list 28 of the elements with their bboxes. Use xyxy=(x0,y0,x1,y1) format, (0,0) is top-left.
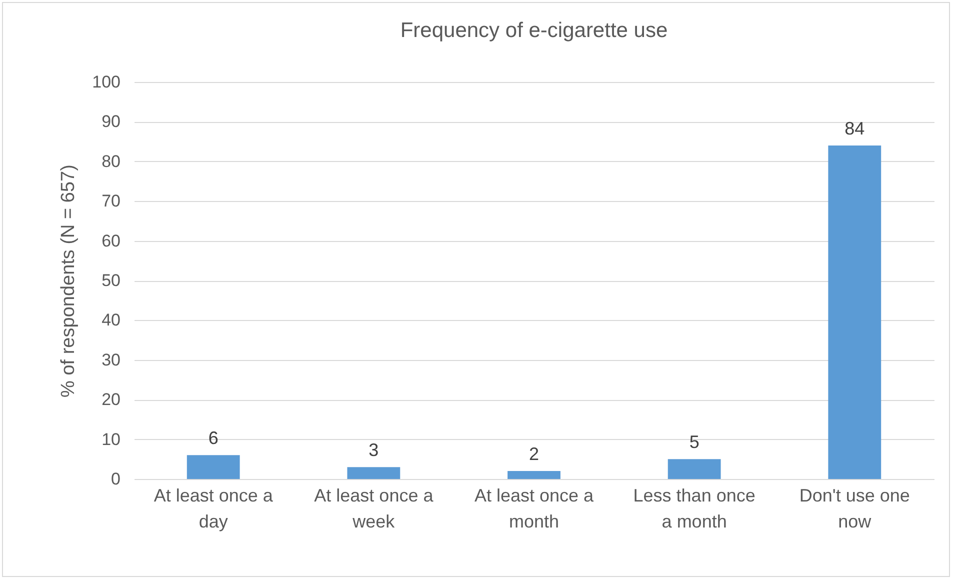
chart-title: Frequency of e-cigarette use xyxy=(400,19,668,42)
y-tick-label: 50 xyxy=(102,271,120,290)
y-tick-label: 0 xyxy=(111,470,120,488)
y-tick-label: 30 xyxy=(102,350,120,370)
bar xyxy=(828,146,882,479)
y-tick-label: 90 xyxy=(102,112,120,132)
data-label: 5 xyxy=(689,432,700,452)
x-tick-label: At least once a month xyxy=(474,486,595,532)
y-tick-label: 100 xyxy=(92,72,120,92)
y-tick-label: 20 xyxy=(102,390,120,410)
y-tick-label: 80 xyxy=(102,152,120,171)
bar xyxy=(186,455,240,479)
x-tick-label: At least once a day xyxy=(154,486,274,532)
bar xyxy=(347,467,400,479)
y-tick-label: 10 xyxy=(102,430,120,449)
bar xyxy=(508,471,560,479)
data-label: 3 xyxy=(368,440,379,460)
data-label: 2 xyxy=(528,444,540,464)
y-tick-label: 40 xyxy=(102,310,120,330)
data-label: 84 xyxy=(844,118,865,139)
y-tick-label: 70 xyxy=(102,192,120,211)
y-tick-label: 60 xyxy=(102,231,120,250)
x-tick-label: Don't use one now xyxy=(799,486,910,532)
bar xyxy=(668,459,721,479)
x-tick-label: Less than once a month xyxy=(633,486,756,532)
x-tick-label: At least once a week xyxy=(314,486,434,532)
data-label: 6 xyxy=(208,428,218,448)
y-axis-title: % of respondents (N = 657) xyxy=(58,164,80,398)
